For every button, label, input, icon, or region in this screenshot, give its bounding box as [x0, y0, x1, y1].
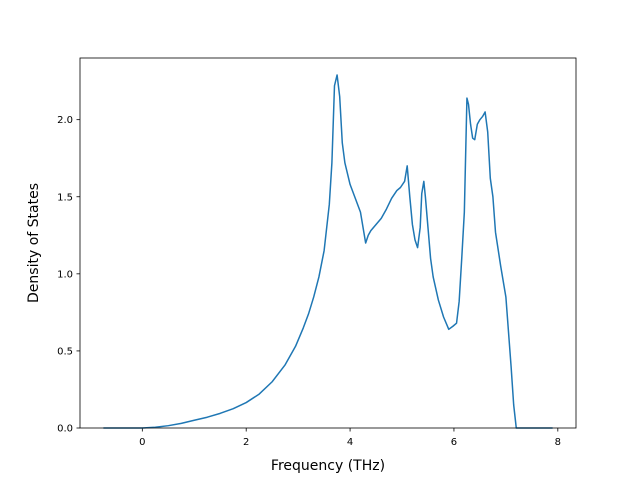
y-tick-label: 0.0: [57, 424, 73, 435]
plot-background: [80, 58, 576, 428]
dos-series-line: [103, 74, 553, 429]
y-tick-label: 1.5: [57, 192, 73, 203]
x-axis-label: Frequency (THz): [271, 458, 385, 474]
x-tick-label: 0: [139, 437, 145, 448]
y-axis-label: Density of States: [26, 183, 42, 303]
x-tick-label: 8: [555, 437, 561, 448]
x-tick-label: 2: [243, 437, 249, 448]
series-layer: [103, 74, 553, 429]
plot-frame: [79, 57, 577, 429]
x-tick-label: 4: [347, 437, 353, 448]
y-tick-label: 0.5: [57, 346, 73, 357]
x-tick-label: 6: [451, 437, 457, 448]
y-tick-label: 1.0: [57, 269, 73, 280]
y-tick-label: 2.0: [57, 115, 73, 126]
ticks: 0 2 4 6 8 0.0 0.5 1.0 1.5 2.0: [57, 115, 561, 448]
